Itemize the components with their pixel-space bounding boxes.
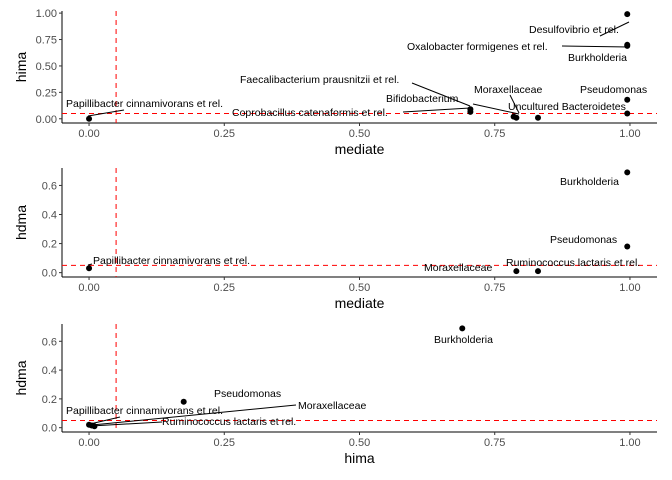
data-point (535, 268, 541, 275)
data-point (467, 106, 474, 113)
data-point (624, 110, 631, 117)
x-tick-label: 0.75 (484, 437, 505, 449)
point-label: Papillibacter cinnamivorans et rel. (93, 255, 250, 267)
data-point (88, 422, 95, 429)
y-axis-title: hima (13, 52, 29, 83)
x-axis-title: mediate (335, 295, 385, 311)
y-tick-label: 0.00 (36, 114, 57, 126)
y-tick-label: 0.4 (42, 210, 57, 222)
x-tick-label: 1.00 (619, 128, 640, 140)
point-label: Burkholderia (560, 176, 619, 188)
y-tick-label: 0.6 (42, 336, 57, 348)
x-tick-label: 1.00 (619, 282, 640, 294)
data-point (535, 114, 541, 121)
data-point (624, 11, 631, 18)
x-tick-label: 0.25 (214, 128, 235, 140)
data-point (180, 398, 187, 405)
x-tick-label: 0.50 (349, 128, 370, 140)
point-label: Pseudomonas (580, 84, 647, 96)
x-tick-label: 0.75 (484, 128, 505, 140)
label-connector (472, 103, 520, 115)
y-tick-label: 0.0 (42, 268, 57, 280)
data-point (624, 169, 631, 176)
point-label: Burkholderia (568, 52, 627, 64)
data-point (86, 265, 93, 272)
x-tick-label: 0.75 (484, 282, 505, 294)
point-label: Moraxellaceae (424, 262, 492, 274)
x-tick-label: 0.25 (214, 437, 235, 449)
x-tick-label: 0.00 (78, 128, 99, 140)
y-tick-label: 0.6 (42, 180, 57, 192)
point-label: Ruminococcus lactaris et rel. (162, 416, 296, 428)
point-label: Ruminococcus lactaris et rel. (506, 257, 640, 269)
data-point (624, 243, 631, 250)
point-label: Papillibacter cinnamivorans et rel. (66, 405, 223, 417)
label-connector (599, 21, 630, 37)
label-connector (90, 421, 163, 427)
y-tick-label: 0.25 (36, 87, 57, 99)
label-connector (87, 109, 125, 117)
x-axis-title: hima (344, 450, 375, 466)
x-tick-label: 1.00 (619, 437, 640, 449)
y-tick-label: 0.4 (42, 365, 57, 377)
y-tick-label: 1.00 (36, 8, 57, 20)
point-label: Oxalobacter formigenes et rel. (407, 41, 548, 53)
y-axis-title: hdma (13, 205, 29, 240)
label-connector (91, 404, 297, 426)
point-label: Pseudomonas (214, 388, 281, 400)
point-label: Desulfovibrio et rel. (529, 24, 619, 36)
point-label: Moraxellaceae (298, 400, 366, 412)
y-tick-label: 0.2 (42, 394, 57, 406)
x-tick-label: 0.00 (78, 282, 99, 294)
data-point (513, 114, 520, 121)
point-label: Papillibacter cinnamivorans et rel. (66, 98, 223, 110)
y-tick-label: 0.0 (42, 423, 57, 435)
data-point (86, 115, 93, 122)
data-point (624, 42, 631, 49)
data-point (459, 325, 466, 332)
label-connector (89, 416, 121, 425)
x-tick-label: 0.00 (78, 437, 99, 449)
x-tick-label: 0.50 (349, 282, 370, 294)
point-label: Uncultured Bacteroidetes (508, 101, 626, 113)
point-label: Moraxellaceae (474, 84, 542, 96)
x-tick-label: 0.50 (349, 437, 370, 449)
data-point (624, 96, 631, 103)
x-axis-title: mediate (335, 141, 385, 157)
x-tick-label: 0.25 (214, 282, 235, 294)
y-tick-label: 0.50 (36, 61, 57, 73)
data-point (513, 268, 520, 275)
label-connector (561, 45, 630, 48)
label-connector (87, 263, 93, 266)
y-tick-label: 0.2 (42, 239, 57, 251)
point-label: Pseudomonas (550, 234, 617, 246)
label-connector (509, 94, 520, 114)
y-tick-label: 0.75 (36, 35, 57, 47)
point-label: Coprobacillus catenaformis et rel. (232, 107, 388, 119)
y-axis-title: hdma (13, 360, 29, 395)
point-label: Faecalibacterium prausnitzii et rel. (240, 74, 399, 86)
label-connector (411, 82, 471, 107)
point-label: Bifidobacterium (386, 93, 459, 105)
point-label: Burkholderia (434, 334, 493, 346)
label-connector (402, 107, 471, 113)
